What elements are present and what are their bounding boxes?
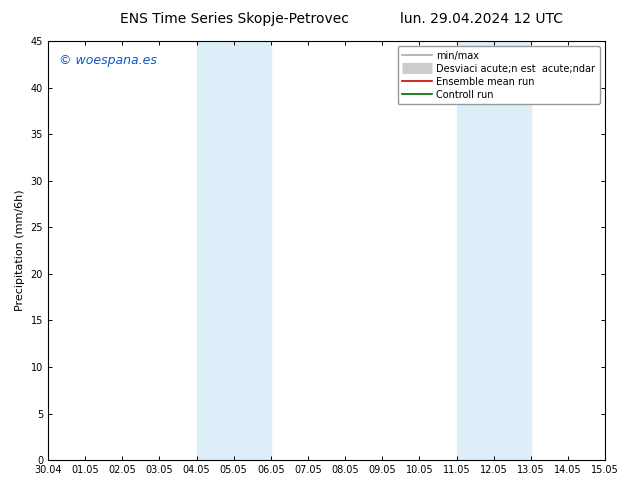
Legend: min/max, Desviaci acute;n est  acute;ndar, Ensemble mean run, Controll run: min/max, Desviaci acute;n est acute;ndar… bbox=[398, 46, 600, 104]
Text: lun. 29.04.2024 12 UTC: lun. 29.04.2024 12 UTC bbox=[400, 12, 564, 26]
Text: ENS Time Series Skopje-Petrovec: ENS Time Series Skopje-Petrovec bbox=[120, 12, 349, 26]
Y-axis label: Precipitation (mm/6h): Precipitation (mm/6h) bbox=[15, 190, 25, 312]
Bar bbox=[456, 41, 531, 460]
Text: © woespana.es: © woespana.es bbox=[59, 53, 157, 67]
Bar bbox=[197, 41, 271, 460]
